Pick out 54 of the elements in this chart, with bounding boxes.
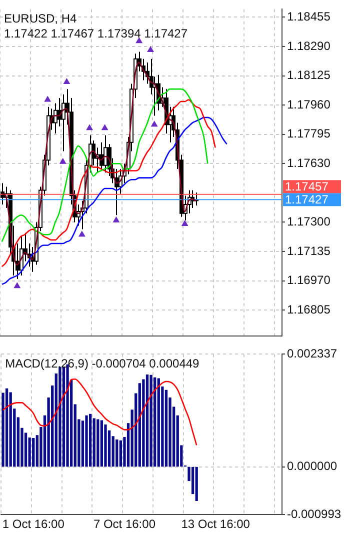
point (44, 96, 51, 102)
bar (2, 392, 4, 467)
line-series (1, 116, 228, 285)
bar (85, 415, 88, 467)
x-tick-label: 1 Oct 16:00 (2, 517, 65, 532)
line-series (2, 378, 198, 446)
bar (195, 466, 198, 502)
bar (150, 374, 152, 467)
bar (164, 390, 168, 467)
point (86, 124, 93, 130)
bar (9, 392, 12, 467)
bar (32, 438, 35, 467)
bar (5, 388, 8, 467)
y-tick-label: 1.17300 (287, 214, 331, 229)
y-tick-label: 1.17135 (287, 244, 331, 258)
y-tick-label: 0.000000 (287, 459, 338, 474)
point (113, 216, 120, 222)
text: 1.17422 1.17467 1.17394 1.17427 (4, 26, 188, 41)
bar (96, 419, 100, 467)
point (60, 158, 66, 164)
point (182, 220, 188, 226)
y-tick-label: 0.002337 (287, 346, 338, 361)
x-tick-label: 7 Oct 16:00 (93, 517, 156, 532)
y-tick-label: 1.18125 (287, 68, 331, 82)
point (151, 121, 158, 127)
point (14, 282, 20, 288)
chart-title: MACD(12,26,9) -0.000704 0.000449 (5, 356, 200, 371)
bar (116, 439, 118, 467)
y-tick-label: -0.000993 (287, 506, 342, 521)
y-tick-label: 1.17960 (287, 97, 331, 112)
chart-title: EURUSD, H4 (4, 12, 78, 26)
bar (92, 418, 96, 467)
point (147, 46, 154, 52)
line-series (1, 99, 216, 268)
y-tick-label: 1.17630 (287, 156, 331, 170)
bar (88, 414, 92, 467)
y-tick-label: 1.16970 (287, 273, 331, 288)
bar (146, 374, 149, 467)
y-tick-label: 1.16805 (287, 302, 331, 316)
y-tick-label: 1.18455 (287, 10, 331, 24)
bar (119, 440, 122, 467)
x-tick-label: 13 Oct 16:00 (181, 517, 250, 532)
point (136, 38, 142, 44)
ref-line-label: 1.17427 (285, 192, 329, 206)
ref-line-label: 1.17457 (285, 179, 329, 194)
y-tick-label: 1.18290 (287, 38, 331, 53)
bar (138, 383, 141, 467)
bar (100, 420, 104, 467)
y-tick-label: 1.17795 (287, 126, 331, 141)
bar (157, 378, 160, 467)
point (78, 231, 86, 237)
bar (154, 377, 156, 467)
point (64, 78, 70, 84)
point (102, 124, 108, 130)
